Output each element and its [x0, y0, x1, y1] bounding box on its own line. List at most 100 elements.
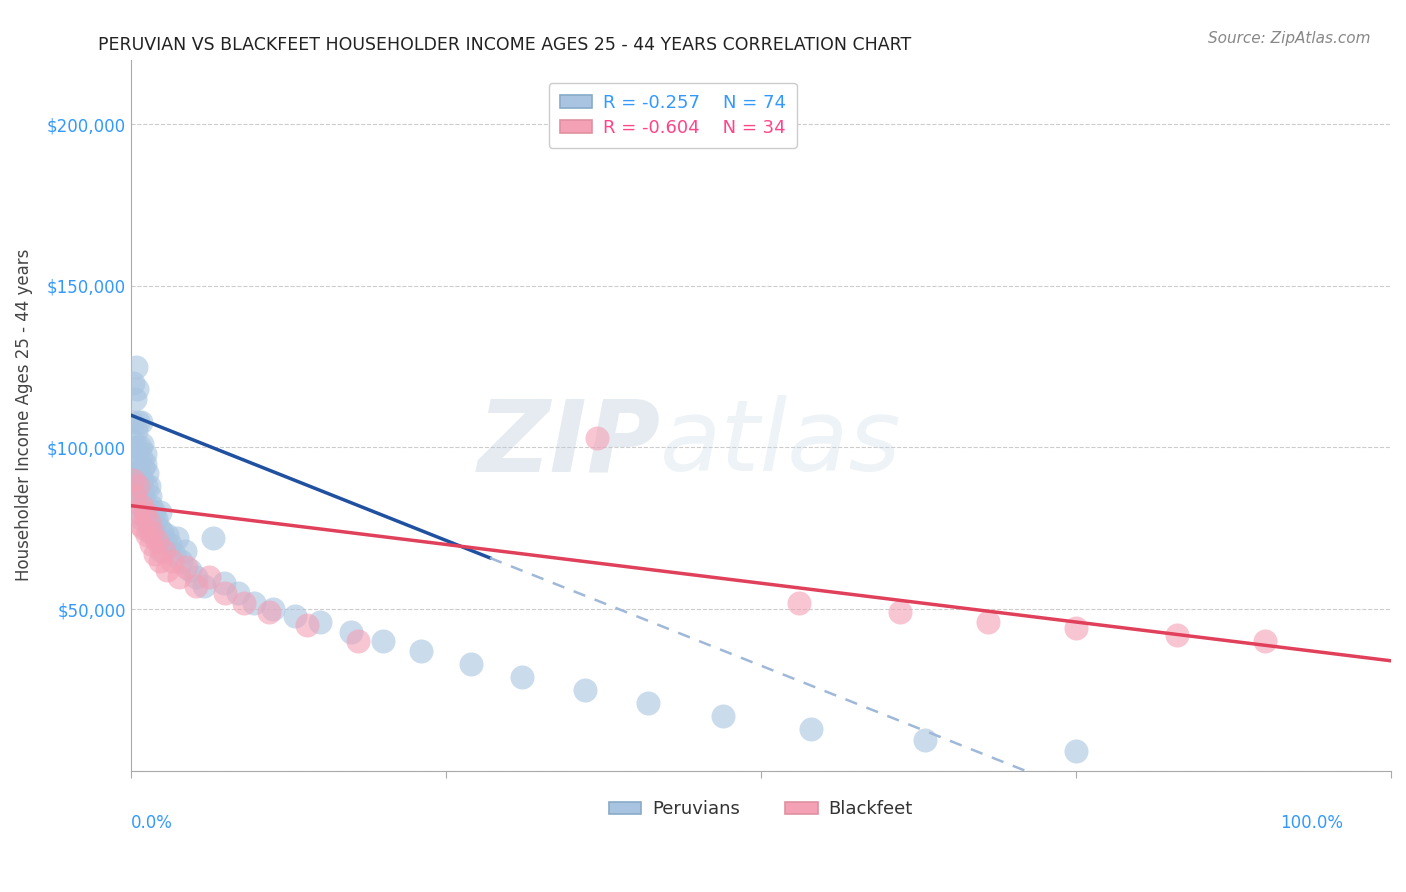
Point: [128, 441, 150, 455]
Point: [131, 473, 153, 487]
Point: [136, 527, 159, 541]
Point: [125, 467, 148, 481]
Point: [139, 524, 162, 539]
Point: [139, 489, 162, 503]
Point: [143, 547, 166, 561]
Point: [510, 670, 533, 684]
Point: [371, 634, 394, 648]
Point: [637, 696, 659, 710]
Point: [166, 531, 188, 545]
Point: [136, 505, 159, 519]
Point: [142, 505, 165, 519]
Point: [129, 479, 152, 493]
Point: [139, 499, 162, 513]
Point: [977, 615, 1000, 629]
Point: [127, 382, 149, 396]
Point: [121, 415, 143, 429]
Point: [153, 534, 176, 549]
Point: [167, 570, 190, 584]
Point: [340, 624, 363, 639]
Point: [132, 459, 155, 474]
Point: [309, 615, 332, 629]
Point: [122, 473, 145, 487]
Point: [156, 527, 179, 541]
Point: [150, 544, 173, 558]
Point: [212, 576, 235, 591]
Point: [179, 563, 201, 577]
Point: [193, 579, 215, 593]
Point: [1064, 744, 1087, 758]
Point: [127, 415, 149, 429]
Point: [226, 586, 249, 600]
Point: [346, 634, 368, 648]
Point: [127, 479, 149, 493]
Point: [233, 596, 256, 610]
Point: [141, 511, 163, 525]
Point: [284, 608, 307, 623]
Point: [711, 708, 734, 723]
Point: [1064, 622, 1087, 636]
Point: [574, 682, 596, 697]
Point: [128, 499, 150, 513]
Point: [787, 596, 810, 610]
Point: [131, 511, 153, 525]
Point: [156, 563, 179, 577]
Point: [127, 489, 149, 503]
Point: [186, 579, 208, 593]
Point: [259, 605, 281, 619]
Point: [131, 499, 153, 513]
Point: [138, 518, 160, 533]
Point: [409, 644, 432, 658]
Point: [132, 521, 155, 535]
Point: [198, 570, 221, 584]
Point: [460, 657, 482, 671]
Y-axis label: Householder Income Ages 25 - 44 years: Householder Income Ages 25 - 44 years: [15, 249, 32, 582]
Point: [135, 479, 157, 493]
Point: [124, 489, 146, 503]
Point: [889, 605, 911, 619]
Point: [131, 437, 153, 451]
Point: [124, 392, 146, 406]
Point: [143, 524, 166, 539]
Point: [136, 467, 159, 481]
Point: [145, 511, 167, 525]
Point: [139, 537, 162, 551]
Point: [134, 495, 156, 509]
Point: [800, 722, 823, 736]
Point: [128, 467, 150, 481]
Point: [162, 553, 184, 567]
Point: [148, 521, 170, 535]
Point: [127, 505, 149, 519]
Point: [170, 553, 193, 567]
Point: [174, 544, 197, 558]
Point: [141, 524, 163, 539]
Point: [134, 505, 156, 519]
Point: [150, 524, 173, 539]
Point: [586, 431, 609, 445]
Point: [127, 479, 149, 493]
Text: atlas: atlas: [661, 395, 901, 492]
Point: [129, 415, 152, 429]
Point: [127, 441, 149, 455]
Point: [243, 596, 266, 610]
Point: [201, 531, 224, 545]
Point: [134, 447, 156, 461]
Point: [152, 544, 174, 558]
Text: 100.0%: 100.0%: [1279, 814, 1343, 831]
Point: [138, 515, 160, 529]
Point: [122, 434, 145, 448]
Point: [262, 602, 284, 616]
Text: PERUVIAN VS BLACKFEET HOUSEHOLDER INCOME AGES 25 - 44 YEARS CORRELATION CHART: PERUVIAN VS BLACKFEET HOUSEHOLDER INCOME…: [98, 36, 911, 54]
Point: [159, 537, 181, 551]
Point: [146, 531, 169, 545]
Point: [132, 489, 155, 503]
Text: Source: ZipAtlas.com: Source: ZipAtlas.com: [1208, 31, 1371, 46]
Point: [127, 457, 149, 471]
Point: [129, 450, 152, 465]
Point: [149, 553, 172, 567]
Point: [124, 457, 146, 471]
Point: [186, 570, 208, 584]
Legend: Peruvians, Blackfeet: Peruvians, Blackfeet: [602, 793, 920, 826]
Point: [134, 457, 156, 471]
Point: [149, 505, 172, 519]
